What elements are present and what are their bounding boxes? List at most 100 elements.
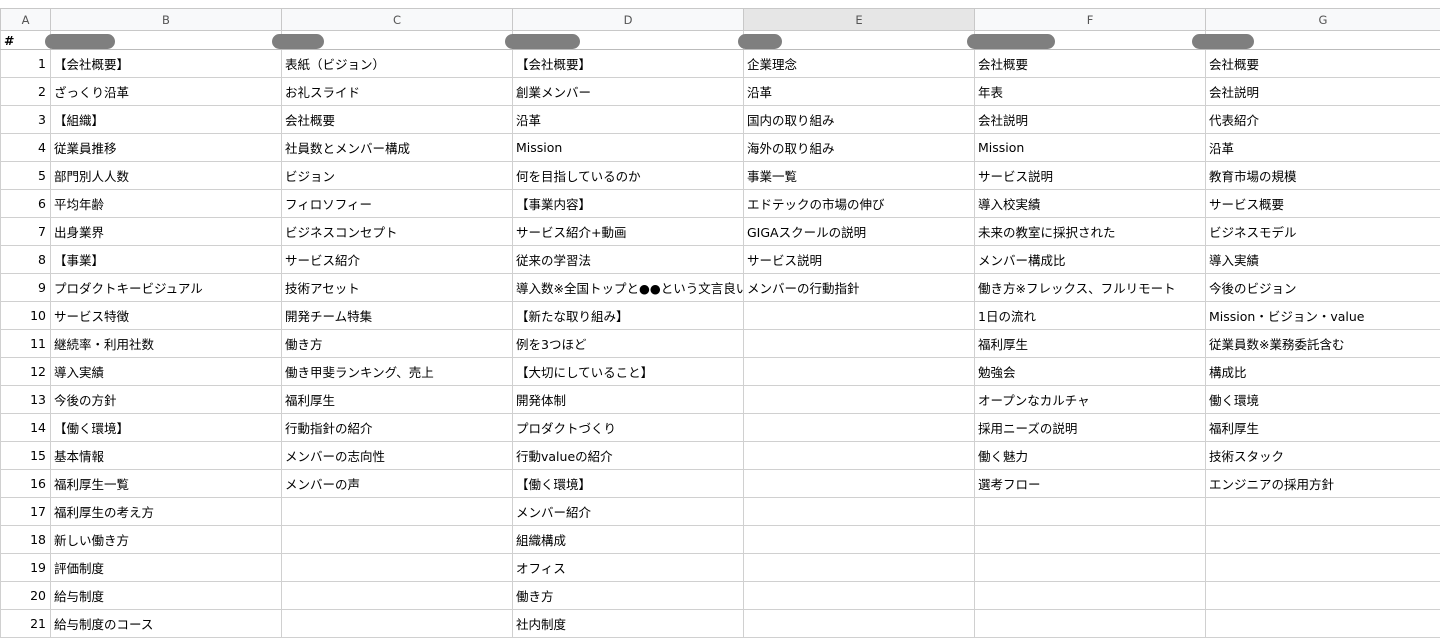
cell-d[interactable]: 沿革: [513, 106, 744, 134]
row-number[interactable]: 18: [1, 526, 51, 554]
cell-e[interactable]: [744, 526, 975, 554]
cell-f[interactable]: [975, 554, 1206, 582]
column-header-b[interactable]: B: [51, 9, 282, 31]
cell-e[interactable]: 沿革: [744, 78, 975, 106]
cell-d[interactable]: 【大切にしていること】: [513, 358, 744, 386]
cell-e[interactable]: [744, 358, 975, 386]
cell-g[interactable]: [1206, 582, 1440, 610]
cell-f[interactable]: [975, 498, 1206, 526]
row-number[interactable]: 2: [1, 78, 51, 106]
cell-g[interactable]: Mission・ビジョン・value: [1206, 302, 1440, 330]
cell-f[interactable]: 働き方※フレックス、フルリモート: [975, 274, 1206, 302]
cell-g[interactable]: [1206, 526, 1440, 554]
cell-g[interactable]: 働く環境: [1206, 386, 1440, 414]
cell-g[interactable]: [1206, 498, 1440, 526]
cell-d[interactable]: 【会社概要】: [513, 50, 744, 78]
cell-f[interactable]: 採用ニーズの説明: [975, 414, 1206, 442]
cell-f[interactable]: 会社説明: [975, 106, 1206, 134]
cell-c[interactable]: メンバーの志向性: [282, 442, 513, 470]
cell-f[interactable]: 勉強会: [975, 358, 1206, 386]
cell-g[interactable]: エンジニアの採用方針: [1206, 470, 1440, 498]
cell-g[interactable]: 沿革: [1206, 134, 1440, 162]
cell-f[interactable]: 年表: [975, 78, 1206, 106]
cell-c[interactable]: 社員数とメンバー構成: [282, 134, 513, 162]
cell-b[interactable]: ざっくり沿革: [51, 78, 282, 106]
column-header-d[interactable]: D: [513, 9, 744, 31]
row-number[interactable]: 3: [1, 106, 51, 134]
column-header-g[interactable]: G: [1206, 9, 1440, 31]
row-number[interactable]: 9: [1, 274, 51, 302]
cell-b[interactable]: 福利厚生の考え方: [51, 498, 282, 526]
cell-e[interactable]: [744, 386, 975, 414]
cell-g[interactable]: 従業員数※業務委託含む: [1206, 330, 1440, 358]
header-cell[interactable]: [975, 31, 1206, 50]
row-number[interactable]: 1: [1, 50, 51, 78]
cell-e[interactable]: [744, 554, 975, 582]
cell-c[interactable]: 働き方: [282, 330, 513, 358]
cell-e[interactable]: 海外の取り組み: [744, 134, 975, 162]
header-cell[interactable]: [282, 31, 513, 50]
cell-e[interactable]: [744, 498, 975, 526]
cell-b[interactable]: 部門別人人数: [51, 162, 282, 190]
cell-b[interactable]: 今後の方針: [51, 386, 282, 414]
cell-f[interactable]: 導入校実績: [975, 190, 1206, 218]
row-number[interactable]: 12: [1, 358, 51, 386]
cell-d[interactable]: 【新たな取り組み】: [513, 302, 744, 330]
cell-e[interactable]: エドテックの市場の伸び: [744, 190, 975, 218]
cell-b[interactable]: 従業員推移: [51, 134, 282, 162]
cell-c[interactable]: 行動指針の紹介: [282, 414, 513, 442]
cell-e[interactable]: サービス説明: [744, 246, 975, 274]
cell-g[interactable]: [1206, 554, 1440, 582]
cell-c[interactable]: フィロソフィー: [282, 190, 513, 218]
cell-b[interactable]: 新しい働き方: [51, 526, 282, 554]
cell-c[interactable]: [282, 526, 513, 554]
column-header-f[interactable]: F: [975, 9, 1206, 31]
cell-f[interactable]: Mission: [975, 134, 1206, 162]
cell-b[interactable]: 【働く環境】: [51, 414, 282, 442]
cell-d[interactable]: 組織構成: [513, 526, 744, 554]
cell-g[interactable]: 会社概要: [1206, 50, 1440, 78]
cell-f[interactable]: 未来の教室に採択された: [975, 218, 1206, 246]
row-number[interactable]: 11: [1, 330, 51, 358]
column-header-c[interactable]: C: [282, 9, 513, 31]
header-cell[interactable]: [513, 31, 744, 50]
cell-b[interactable]: 給与制度: [51, 582, 282, 610]
row-number[interactable]: 14: [1, 414, 51, 442]
row-number[interactable]: 8: [1, 246, 51, 274]
row-number[interactable]: 15: [1, 442, 51, 470]
cell-c[interactable]: ビジョン: [282, 162, 513, 190]
cell-d[interactable]: オフィス: [513, 554, 744, 582]
cell-e[interactable]: [744, 582, 975, 610]
cell-e[interactable]: [744, 442, 975, 470]
cell-g[interactable]: 福利厚生: [1206, 414, 1440, 442]
cell-e[interactable]: [744, 470, 975, 498]
row-number[interactable]: 19: [1, 554, 51, 582]
cell-d[interactable]: メンバー紹介: [513, 498, 744, 526]
cell-e[interactable]: GIGAスクールの説明: [744, 218, 975, 246]
cell-c[interactable]: 会社概要: [282, 106, 513, 134]
row-number[interactable]: 7: [1, 218, 51, 246]
cell-g[interactable]: 今後のビジョン: [1206, 274, 1440, 302]
cell-g[interactable]: 導入実績: [1206, 246, 1440, 274]
cell-d[interactable]: Mission: [513, 134, 744, 162]
cell-f[interactable]: 働く魅力: [975, 442, 1206, 470]
cell-b[interactable]: 基本情報: [51, 442, 282, 470]
row-number[interactable]: 6: [1, 190, 51, 218]
cell-c[interactable]: 技術アセット: [282, 274, 513, 302]
cell-c[interactable]: 表紙（ビジョン）: [282, 50, 513, 78]
cell-d[interactable]: プロダクトづくり: [513, 414, 744, 442]
cell-d[interactable]: 何を目指しているのか: [513, 162, 744, 190]
cell-b[interactable]: 福利厚生一覧: [51, 470, 282, 498]
cell-f[interactable]: [975, 582, 1206, 610]
cell-c[interactable]: ビジネスコンセプト: [282, 218, 513, 246]
cell-e[interactable]: [744, 302, 975, 330]
header-cell[interactable]: [1206, 31, 1440, 50]
cell-g[interactable]: 教育市場の規模: [1206, 162, 1440, 190]
cell-f[interactable]: 1日の流れ: [975, 302, 1206, 330]
cell-b[interactable]: 出身業界: [51, 218, 282, 246]
cell-b[interactable]: プロダクトキービジュアル: [51, 274, 282, 302]
cell-c[interactable]: 開発チーム特集: [282, 302, 513, 330]
cell-c[interactable]: お礼スライド: [282, 78, 513, 106]
cell-c[interactable]: サービス紹介: [282, 246, 513, 274]
cell-d[interactable]: サービス紹介+動画: [513, 218, 744, 246]
